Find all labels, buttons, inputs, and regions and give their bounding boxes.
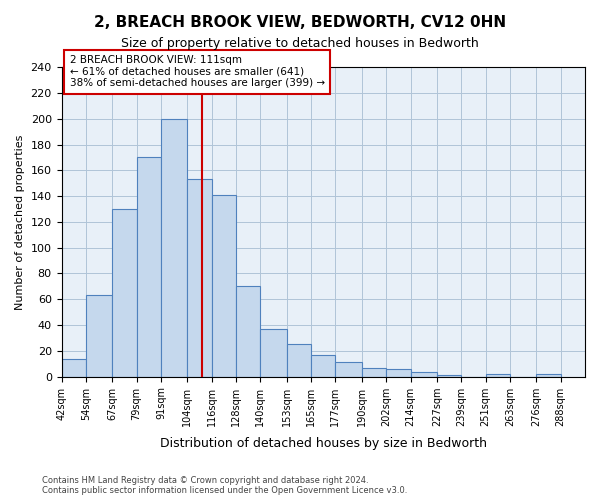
Bar [485,374,510,376]
Bar [212,195,236,376]
Text: 2 BREACH BROOK VIEW: 111sqm
← 61% of detached houses are smaller (641)
38% of se: 2 BREACH BROOK VIEW: 111sqm ← 61% of det… [70,56,325,88]
Bar [386,369,410,376]
Bar [335,362,362,376]
Bar [410,372,437,376]
Bar [260,329,287,376]
Bar [187,180,212,376]
Bar [62,358,86,376]
Bar [112,209,137,376]
Text: Contains HM Land Registry data © Crown copyright and database right 2024.
Contai: Contains HM Land Registry data © Crown c… [42,476,407,495]
Bar [137,158,161,376]
Text: 2, BREACH BROOK VIEW, BEDWORTH, CV12 0HN: 2, BREACH BROOK VIEW, BEDWORTH, CV12 0HN [94,15,506,30]
Bar [311,354,335,376]
X-axis label: Distribution of detached houses by size in Bedworth: Distribution of detached houses by size … [160,437,487,450]
Y-axis label: Number of detached properties: Number of detached properties [15,134,25,310]
Bar [536,374,560,376]
Bar [236,286,260,376]
Bar [161,118,187,376]
Text: Size of property relative to detached houses in Bedworth: Size of property relative to detached ho… [121,38,479,51]
Bar [86,296,112,376]
Bar [287,344,311,376]
Bar [362,368,386,376]
